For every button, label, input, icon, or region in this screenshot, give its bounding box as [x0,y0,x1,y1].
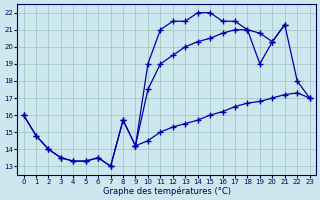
X-axis label: Graphe des températures (°C): Graphe des températures (°C) [103,186,231,196]
